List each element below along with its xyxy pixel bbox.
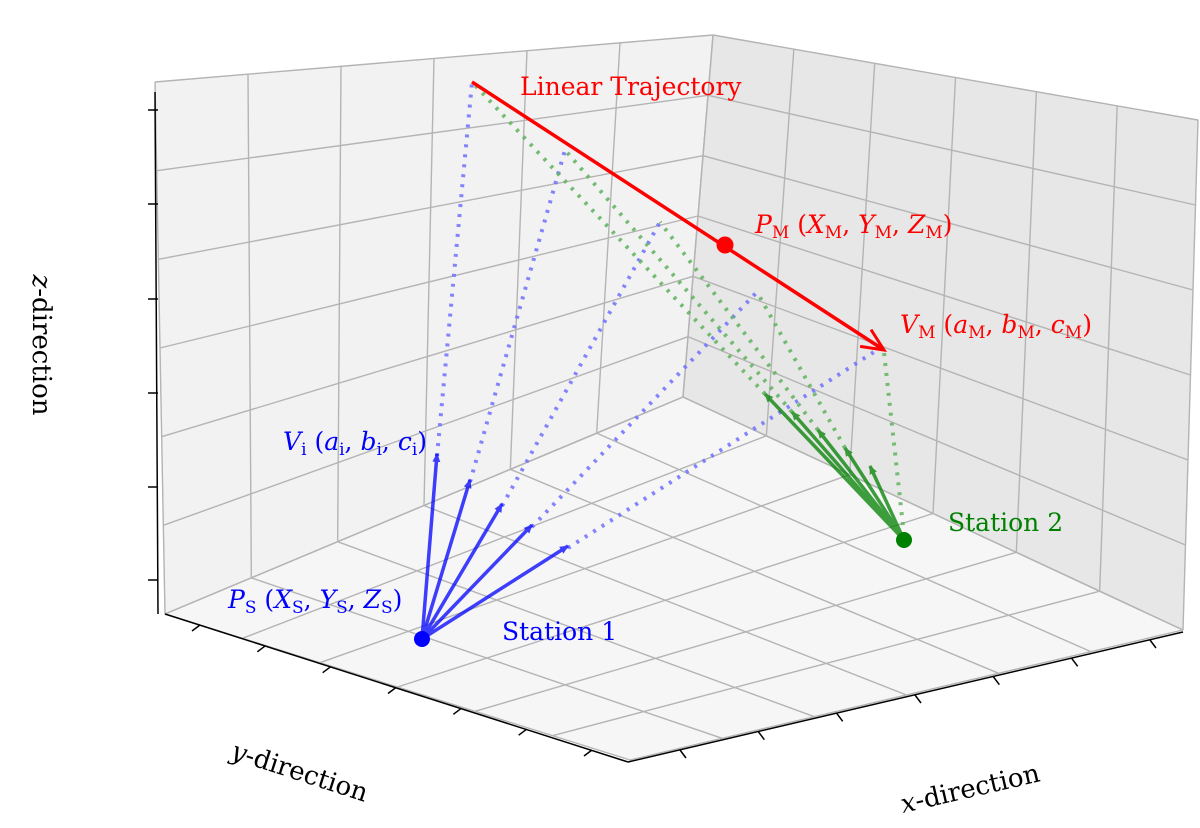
grid-line bbox=[595, 42, 621, 434]
station2-sight-line bbox=[882, 351, 906, 536]
station2-direction-vector bbox=[868, 465, 906, 541]
station1-position-label: PS (XS, YS, ZS) bbox=[227, 585, 402, 618]
station1-direction-vector bbox=[420, 523, 534, 641]
station1-direction-vector bbox=[420, 503, 504, 640]
grid-lines bbox=[154, 34, 1199, 761]
station1-sight-line bbox=[530, 290, 759, 529]
x-axis-tick bbox=[1071, 657, 1079, 667]
station2-direction-vector bbox=[816, 428, 906, 542]
grid-line bbox=[682, 396, 1184, 631]
station1-marker bbox=[414, 631, 430, 647]
x-axis-tick bbox=[1149, 639, 1157, 649]
z-axis-line bbox=[154, 91, 159, 615]
station1-vector-label: Vi (ai, bi, ci) bbox=[283, 427, 427, 460]
y-axis-tick bbox=[256, 645, 266, 653]
station2-sight-line bbox=[658, 220, 820, 432]
station2-direction-vectors bbox=[763, 392, 906, 542]
y-axis-tick bbox=[583, 749, 593, 757]
axis-ticks bbox=[148, 109, 1157, 759]
y-axis-tick bbox=[191, 624, 201, 632]
grid-line bbox=[682, 34, 714, 398]
station2-direction-vector bbox=[843, 447, 906, 541]
station2-sight-line bbox=[470, 80, 767, 396]
trajectory-label: Linear Trajectory bbox=[520, 72, 742, 101]
y-axis-tick bbox=[387, 686, 397, 695]
y-axis-tick bbox=[518, 728, 528, 736]
x-axis-tick bbox=[679, 749, 687, 759]
z-axis-title: z-direction bbox=[26, 274, 56, 416]
station2-marker bbox=[896, 532, 912, 548]
x-axis-title: x-direction bbox=[898, 759, 1043, 820]
station1-label: Station 1 bbox=[502, 617, 617, 646]
station1-direction-vector bbox=[421, 544, 569, 641]
x-axis-tick bbox=[992, 676, 1000, 686]
station1-sight-line bbox=[435, 81, 474, 457]
x-axis-line bbox=[627, 631, 1184, 763]
station1-direction-vectors bbox=[420, 453, 569, 641]
station1-sight-lines bbox=[435, 81, 876, 550]
trajectory-point bbox=[716, 236, 734, 254]
station1-sight-line bbox=[468, 149, 567, 483]
grid-line bbox=[1182, 119, 1199, 631]
x-axis-tick bbox=[914, 694, 922, 704]
station1-sight-line bbox=[566, 350, 876, 550]
y-axis-line bbox=[164, 613, 629, 763]
trajectory-vector-label: VM (aM, bM, cM) bbox=[900, 310, 1092, 343]
y-axis-tick bbox=[322, 666, 332, 674]
grid-line bbox=[629, 629, 1184, 761]
grid-line bbox=[164, 396, 684, 615]
trajectory-point-label: PM (XM, YM, ZM) bbox=[754, 210, 953, 243]
station1-sight-line bbox=[500, 221, 662, 507]
linear-trajectory-line bbox=[471, 80, 888, 352]
y-axis-tick bbox=[452, 707, 462, 715]
x-axis-tick bbox=[836, 712, 844, 722]
station2-label: Station 2 bbox=[948, 508, 1063, 537]
grid-line bbox=[552, 590, 1100, 737]
station2-sight-lines bbox=[470, 80, 906, 536]
x-axis-tick bbox=[757, 731, 765, 741]
station1-direction-vector bbox=[420, 453, 441, 640]
station1-direction-vector bbox=[420, 479, 472, 640]
y-axis-title: y-direction bbox=[226, 736, 372, 809]
grid-line bbox=[1098, 105, 1118, 592]
